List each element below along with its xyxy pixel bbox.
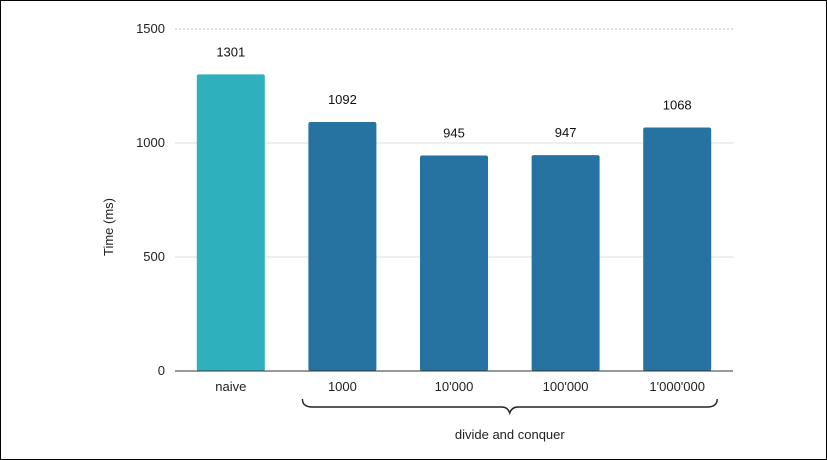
bar-100'000 (531, 155, 600, 371)
data-label: 947 (555, 125, 577, 140)
group-brace (301, 398, 718, 416)
y-axis-ticks: 0 500 1000 1500 (136, 21, 165, 378)
x-tick-label: 10'000 (435, 379, 474, 394)
data-labels: 1301 1092 945 947 1068 (216, 44, 691, 140)
data-label: 1068 (663, 97, 692, 112)
x-tick-label: naive (215, 379, 246, 394)
group-label: divide and conquer (455, 427, 566, 442)
bar-1000 (308, 122, 377, 371)
y-tick-label: 1000 (136, 135, 165, 150)
y-axis-title: Time (ms) (101, 198, 116, 256)
bar-10'000 (420, 155, 488, 371)
x-tick-label: 1000 (328, 379, 357, 394)
y-tick-label: 0 (158, 363, 165, 378)
x-tick-label: 1'000'000 (649, 379, 705, 394)
bar-naive (196, 74, 265, 371)
data-label: 1092 (328, 92, 357, 107)
x-axis-ticks: naive 1000 10'000 100'000 1'000'000 (215, 379, 705, 394)
y-tick-label: 1500 (136, 21, 165, 36)
data-label: 945 (443, 126, 465, 141)
bars (196, 74, 712, 371)
y-tick-label: 500 (143, 249, 165, 264)
data-label: 1301 (216, 44, 245, 59)
x-tick-label: 100'000 (543, 379, 589, 394)
bar-1'000'000 (643, 127, 712, 371)
